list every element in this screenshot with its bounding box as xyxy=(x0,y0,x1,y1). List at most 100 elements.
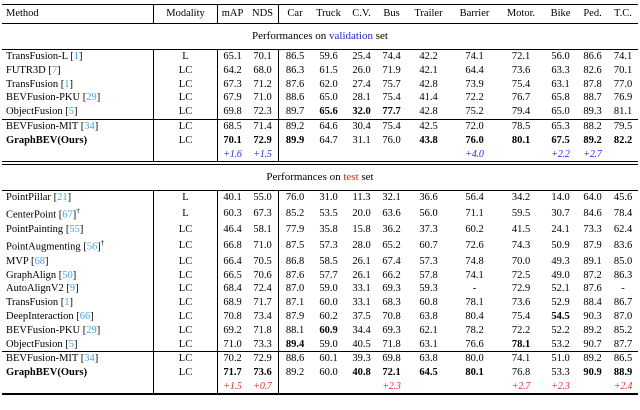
citation-link[interactable]: [56] xyxy=(83,241,101,253)
value-cell: 80.1 xyxy=(465,367,484,379)
modality-cell: LC xyxy=(154,91,218,106)
value-cell: 89.2 xyxy=(285,367,305,379)
citation-link[interactable]: [1] xyxy=(70,51,83,62)
value-cell: 82.6 xyxy=(583,64,602,76)
modality-cell: LC xyxy=(154,268,218,283)
value-cell: 72.5 xyxy=(511,269,531,281)
citation-link[interactable]: [1] xyxy=(60,297,74,309)
value-cell: 78.4 xyxy=(613,207,633,219)
modality-cell: LC xyxy=(154,63,218,78)
modality-cell: LC xyxy=(154,366,218,380)
table-row: BEVFusion-PKU [29] LC 67.9 71.0 88.6 65.0 28.1… xyxy=(2,91,638,106)
value-cell: 40.5 xyxy=(346,338,377,353)
col-header-motor: Motor. xyxy=(498,4,544,24)
value-cell: 89.9 xyxy=(285,134,305,146)
method-cell: ObjectFusion [5] xyxy=(2,105,154,120)
value-cell: 87.9 xyxy=(583,239,602,251)
delta-cell xyxy=(406,380,451,395)
value-cell: 57.7 xyxy=(319,269,338,281)
citation-link[interactable]: [29] xyxy=(82,92,101,104)
modality-cell: LC xyxy=(154,77,218,92)
citation-link[interactable]: [7] xyxy=(48,64,61,76)
method-name: PointPillar xyxy=(6,191,51,203)
delta-cell xyxy=(346,148,377,162)
value-cell: 76.6 xyxy=(451,338,498,353)
method-name: MVP xyxy=(6,255,29,267)
delta-cell: +0.7 xyxy=(247,379,279,395)
value-cell: 87.6 xyxy=(583,283,602,295)
value-cell: 64.7 xyxy=(319,134,338,146)
section-title-validation: Performances on validation set xyxy=(2,24,638,50)
value-cell: 87.7 xyxy=(608,338,638,353)
citation-link[interactable]: [9] xyxy=(66,283,79,295)
value-cell: 68.4 xyxy=(223,283,242,295)
table-row: CenterPoint [67]† L 60.3 67.3 85.2 53.5 20.0 63… xyxy=(2,204,638,223)
value-cell: 78.1 xyxy=(498,338,544,353)
col-header-modality: Modality xyxy=(154,4,218,24)
value-cell: 71.4 xyxy=(247,119,279,134)
table-row: BEVFusion-PKU [29] LC 69.2 71.8 88.1 60.9 34.4… xyxy=(2,323,638,338)
table-row: PointPainting [55] LC 46.4 58.1 77.9 35.8 15.8… xyxy=(2,222,638,237)
value-cell: 20.0 xyxy=(352,207,371,219)
table-row: DeepInteraction [66] LC 70.8 73.4 87.9 60.2 37… xyxy=(2,309,638,324)
table-row: ObjectFusion [5] LC 69.8 72.3 89.7 65.6 32.0 77… xyxy=(2,105,638,120)
method-name: GraphAlign xyxy=(6,269,57,281)
value-cell: 60.3 xyxy=(223,207,242,219)
value-cell: 63.6 xyxy=(382,207,401,219)
delta-cell xyxy=(608,148,638,162)
value-cell: 27.4 xyxy=(352,78,371,90)
value-cell: 86.5 xyxy=(613,353,633,365)
value-cell: 40.8 xyxy=(352,367,371,379)
value-cell: 59.0 xyxy=(311,338,346,353)
value-cell: 64.6 xyxy=(319,120,338,132)
value-cell: 72.6 xyxy=(465,239,484,251)
modality-cell: L xyxy=(154,50,218,64)
citation-link[interactable]: [5] xyxy=(65,338,78,350)
delta-value: +1.6 xyxy=(223,148,242,160)
citation-link[interactable]: [29] xyxy=(82,324,101,336)
value-cell: 63.8 xyxy=(419,353,438,365)
citation-link[interactable]: [1] xyxy=(60,78,74,90)
citation-link[interactable]: [55] xyxy=(65,223,84,235)
citation-link[interactable]: [5] xyxy=(65,106,78,118)
value-cell: 65.3 xyxy=(551,120,570,132)
delta-cell xyxy=(406,148,451,162)
citation-link[interactable]: [66] xyxy=(76,310,94,322)
value-cell: 60.0 xyxy=(319,367,338,379)
value-cell: 62.4 xyxy=(613,223,633,235)
method-cell: ObjectFusion [5] xyxy=(2,337,154,353)
delta-value: +0.7 xyxy=(253,380,272,392)
value-cell: 65.2 xyxy=(382,239,401,251)
value-cell: 76.0 xyxy=(465,134,484,146)
delta-modality-empty xyxy=(154,147,218,162)
value-cell: 90.3 xyxy=(583,310,602,322)
value-cell: 41.4 xyxy=(419,92,438,104)
value-cell: 49.3 xyxy=(551,255,570,267)
method-cell: TransFusion [1] xyxy=(2,296,154,310)
value-cell: 72.1 xyxy=(382,367,401,379)
double-rule-gap-cell xyxy=(2,162,638,165)
value-cell: 61.5 xyxy=(319,64,338,76)
method-name: BEVFusion-MIT xyxy=(6,120,79,132)
citation-link[interactable]: [34] xyxy=(80,353,99,365)
value-cell: 50.9 xyxy=(551,239,570,251)
delta-cell: +2.2 xyxy=(544,148,577,162)
value-cell: 76.0 xyxy=(285,191,305,203)
value-cell: 42.8 xyxy=(406,105,451,120)
value-cell: 89.1 xyxy=(583,255,602,267)
citation-link[interactable]: [21] xyxy=(53,191,72,203)
value-cell: 25.4 xyxy=(352,51,371,62)
value-cell: 89.2 xyxy=(583,353,602,365)
method-cell: FUTR3D [7] xyxy=(2,63,154,78)
citation-link[interactable]: [34] xyxy=(80,120,99,132)
delta-cell xyxy=(451,380,498,395)
value-cell: 40.1 xyxy=(223,191,242,203)
method-name: TransFusion-L xyxy=(6,51,68,62)
citation-link[interactable]: [68] xyxy=(31,255,49,267)
modality-cell: LC xyxy=(154,222,218,237)
citation-link[interactable]: [67] xyxy=(58,209,77,221)
method-name: BEVFusion-PKU xyxy=(6,92,81,104)
table-row: MVP [68] LC 66.4 70.5 86.8 58.5 26.1 67.4 57.3 74… xyxy=(2,254,638,269)
citation-link[interactable]: [50] xyxy=(58,269,77,281)
value-cell: 59.6 xyxy=(319,51,338,62)
